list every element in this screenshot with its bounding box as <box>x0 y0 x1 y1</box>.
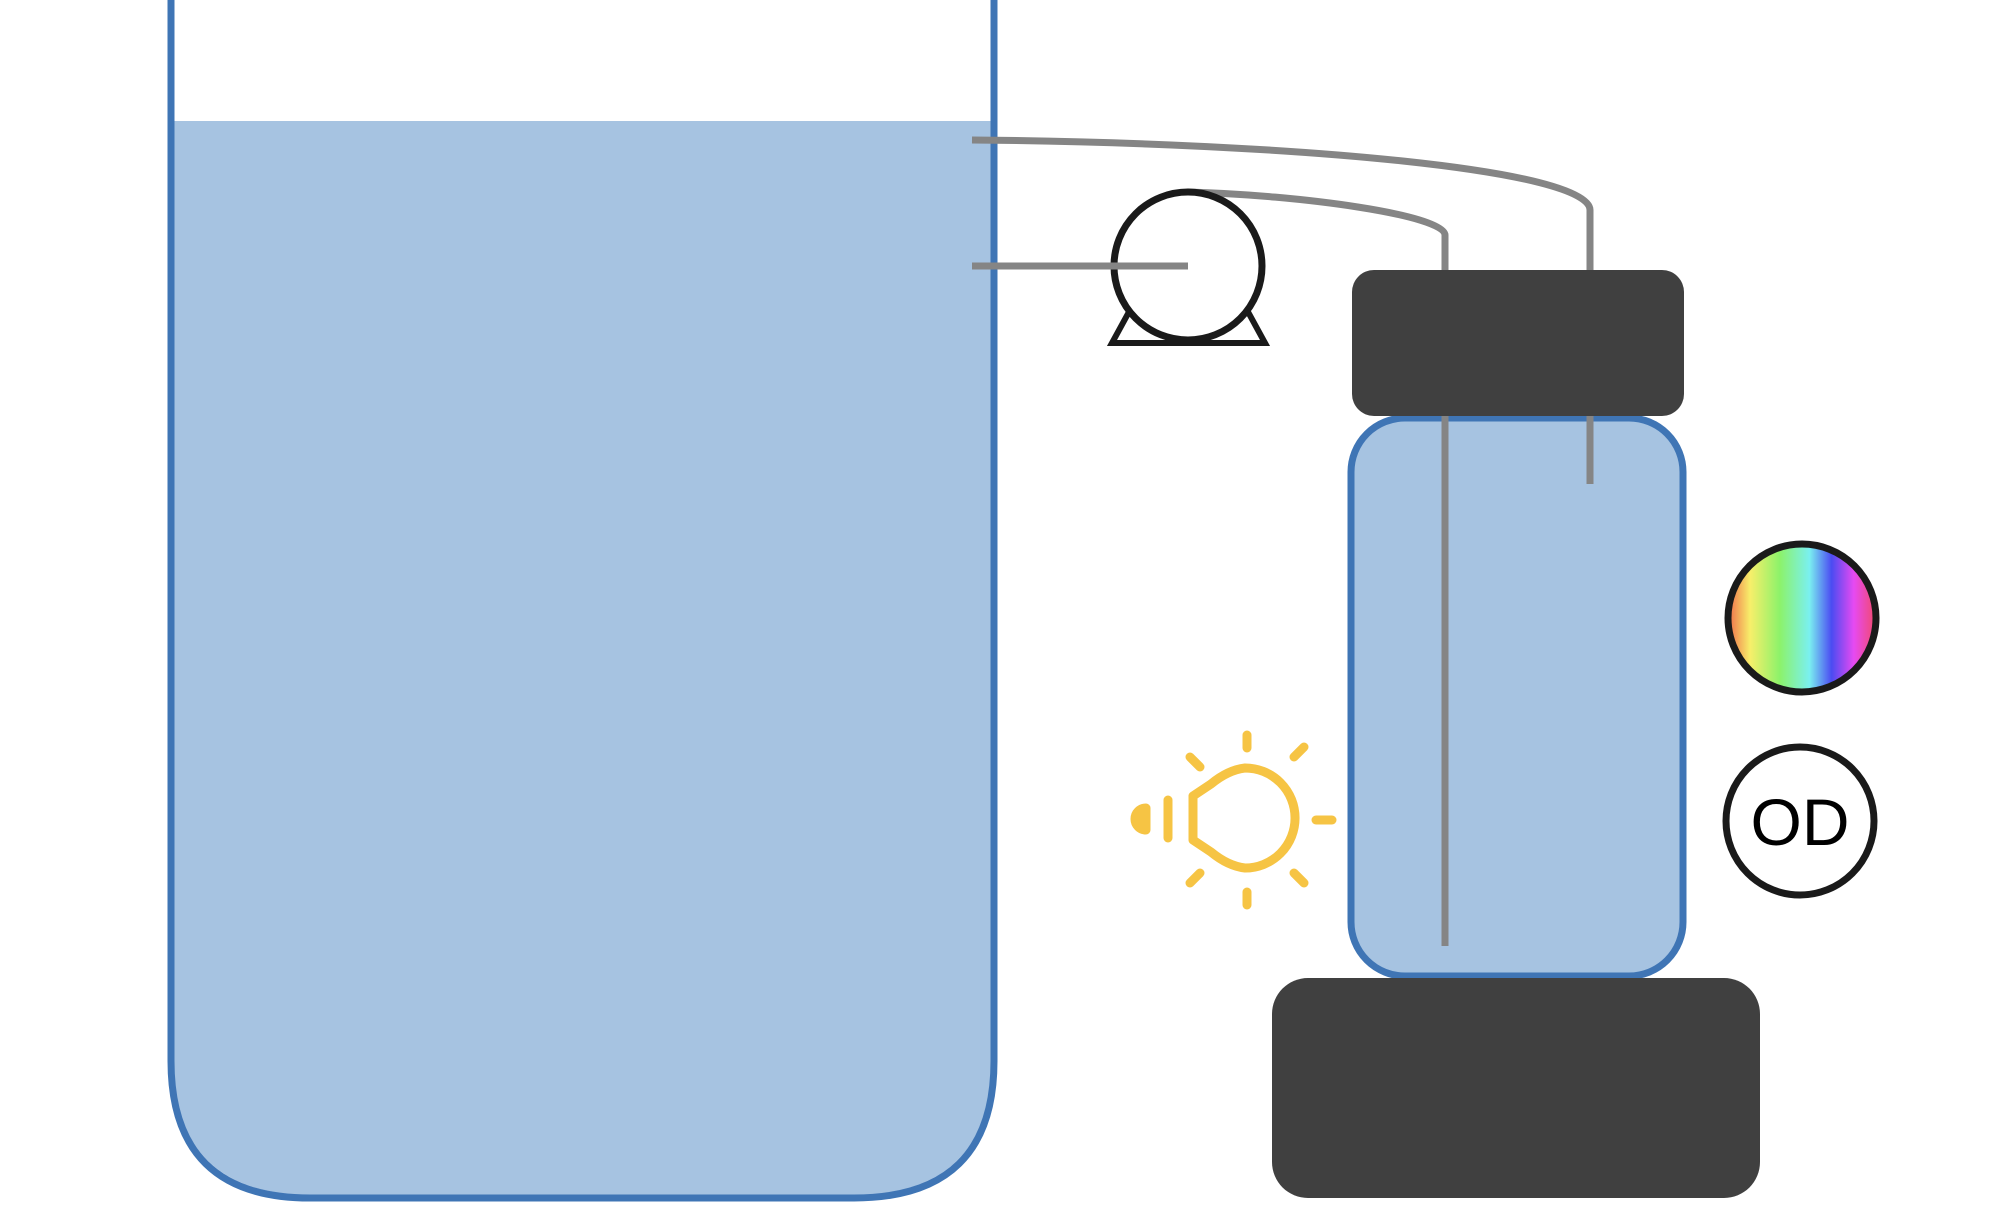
light-bulb-outline <box>1188 763 1300 873</box>
tube-return <box>971 136 1594 272</box>
light-ray-top-right <box>1289 742 1309 762</box>
vessel-tubes <box>1441 416 1594 946</box>
od-sensor-circle <box>1722 743 1878 899</box>
tube-pump-outlet <box>1187 188 1449 272</box>
light-ray-bottom-right <box>1289 868 1309 888</box>
color-sensor-icon <box>1724 540 1880 696</box>
stirrer-base <box>1272 978 1760 1198</box>
reservoir-liquid <box>174 121 991 1195</box>
culture-vessel <box>1347 414 1687 980</box>
light-ray-top-left <box>1185 752 1205 772</box>
light-bulb-icon <box>1130 730 1337 910</box>
tubing <box>971 136 1594 272</box>
culture-vessel-body <box>1347 414 1687 980</box>
od-sensor-icon: OD <box>1722 743 1878 899</box>
reservoir-outline <box>167 0 998 1202</box>
light-bulb-base-cap <box>1130 803 1151 835</box>
vessel-cap <box>1352 270 1684 416</box>
pump-icon <box>1106 188 1271 346</box>
od-sensor-label: OD <box>1751 785 1850 859</box>
light-ray-bottom-left <box>1185 868 1205 888</box>
reservoir-vessel <box>167 0 998 1202</box>
